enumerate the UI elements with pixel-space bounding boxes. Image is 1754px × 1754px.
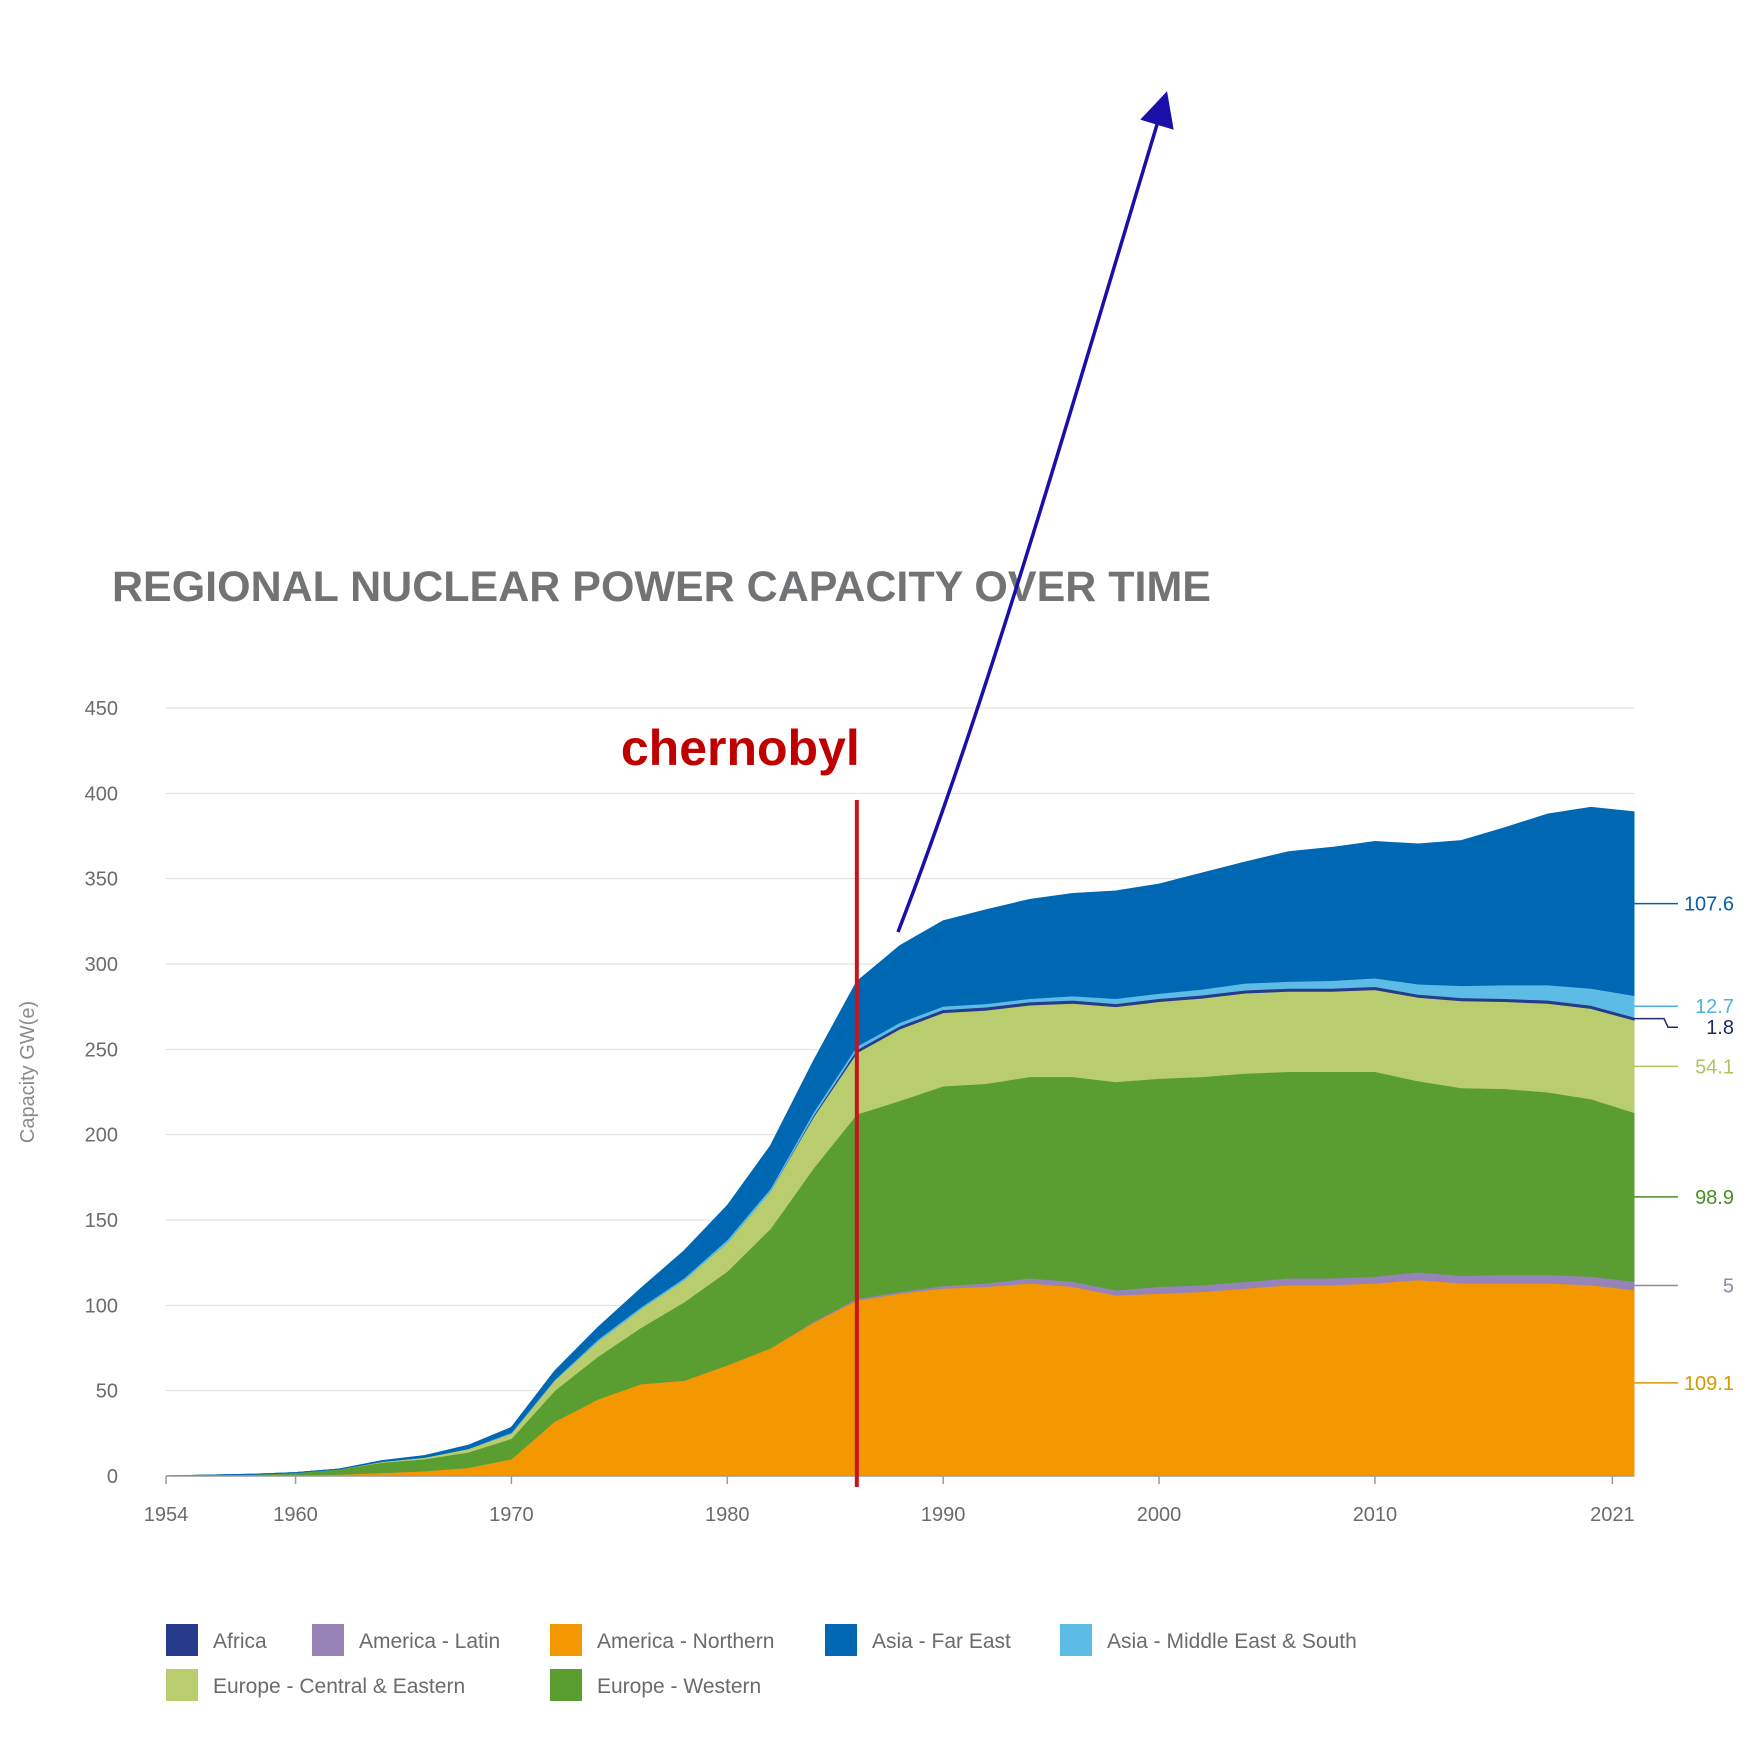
x-tick-label: 1990 xyxy=(921,1504,966,1526)
end-label-leader xyxy=(1634,1017,1678,1028)
legend-label: Europe - Central & Eastern xyxy=(213,1675,465,1698)
y-tick-label: 450 xyxy=(85,698,118,720)
y-tick-label: 250 xyxy=(85,1039,118,1061)
end-label-america-northern: 109.1 xyxy=(1684,1373,1734,1395)
end-label-africa: 1.8 xyxy=(1706,1017,1734,1039)
y-tick-label: 50 xyxy=(96,1381,118,1403)
legend-swatch xyxy=(1060,1624,1092,1656)
legend-label: Asia - Middle East & South xyxy=(1107,1630,1357,1653)
legend-swatch xyxy=(166,1624,198,1656)
chernobyl-label: chernobyl xyxy=(621,720,860,776)
upward-arrow-annotation xyxy=(896,91,1174,933)
legend-label: Africa xyxy=(213,1630,267,1653)
legend-swatch xyxy=(312,1624,344,1656)
end-label-asia-far-east: 107.6 xyxy=(1684,894,1734,916)
area-america-northern xyxy=(166,1279,1635,1477)
y-tick-label: 150 xyxy=(85,1210,118,1232)
y-tick-label: 300 xyxy=(85,954,118,976)
end-label-america-latin: 5 xyxy=(1723,1276,1734,1298)
y-tick-label: 350 xyxy=(85,869,118,891)
legend-label: Europe - Western xyxy=(597,1675,761,1698)
legend-swatch xyxy=(550,1669,582,1701)
legend-swatch xyxy=(166,1669,198,1701)
end-label-europe-western: 98.9 xyxy=(1695,1187,1734,1209)
x-tick-label: 1960 xyxy=(273,1504,318,1526)
legend-label: Asia - Far East xyxy=(872,1630,1011,1653)
legend-swatch xyxy=(825,1624,857,1656)
legend-label: America - Northern xyxy=(597,1630,774,1653)
annotations: chernobyl xyxy=(621,91,1174,1487)
chart-title: REGIONAL NUCLEAR POWER CAPACITY OVER TIM… xyxy=(112,563,1211,611)
y-tick-label: 0 xyxy=(107,1466,118,1488)
end-label-asia-middle-east-south: 12.7 xyxy=(1695,996,1734,1018)
y-tick-label: 100 xyxy=(85,1295,118,1317)
end-labels: 107.6 12.71.8 54.1 98.9 5 109.1 xyxy=(1634,894,1734,1395)
legend: Africa America - Latin America - Northern A… xyxy=(166,1624,1357,1701)
x-tick-label: 2021 xyxy=(1590,1504,1635,1526)
axes: 0 50 100 150 200 250 300 350 400 450 1954 1960 1970 1… xyxy=(85,698,1635,1526)
stacked-areas xyxy=(165,806,1635,1477)
legend-swatch xyxy=(550,1624,582,1656)
y-tick-label: 200 xyxy=(85,1125,118,1147)
x-tick-label: 2010 xyxy=(1353,1504,1398,1526)
y-axis-label: Capacity GW(e) xyxy=(17,1001,39,1143)
y-tick-label: 400 xyxy=(85,783,118,805)
legend-label: America - Latin xyxy=(359,1630,500,1653)
x-tick-label: 1970 xyxy=(489,1504,534,1526)
x-tick-label: 1954 xyxy=(144,1504,189,1526)
end-label-europe-central-eastern: 54.1 xyxy=(1695,1056,1734,1078)
x-tick-label: 1980 xyxy=(705,1504,750,1526)
x-tick-label: 2000 xyxy=(1137,1504,1182,1526)
